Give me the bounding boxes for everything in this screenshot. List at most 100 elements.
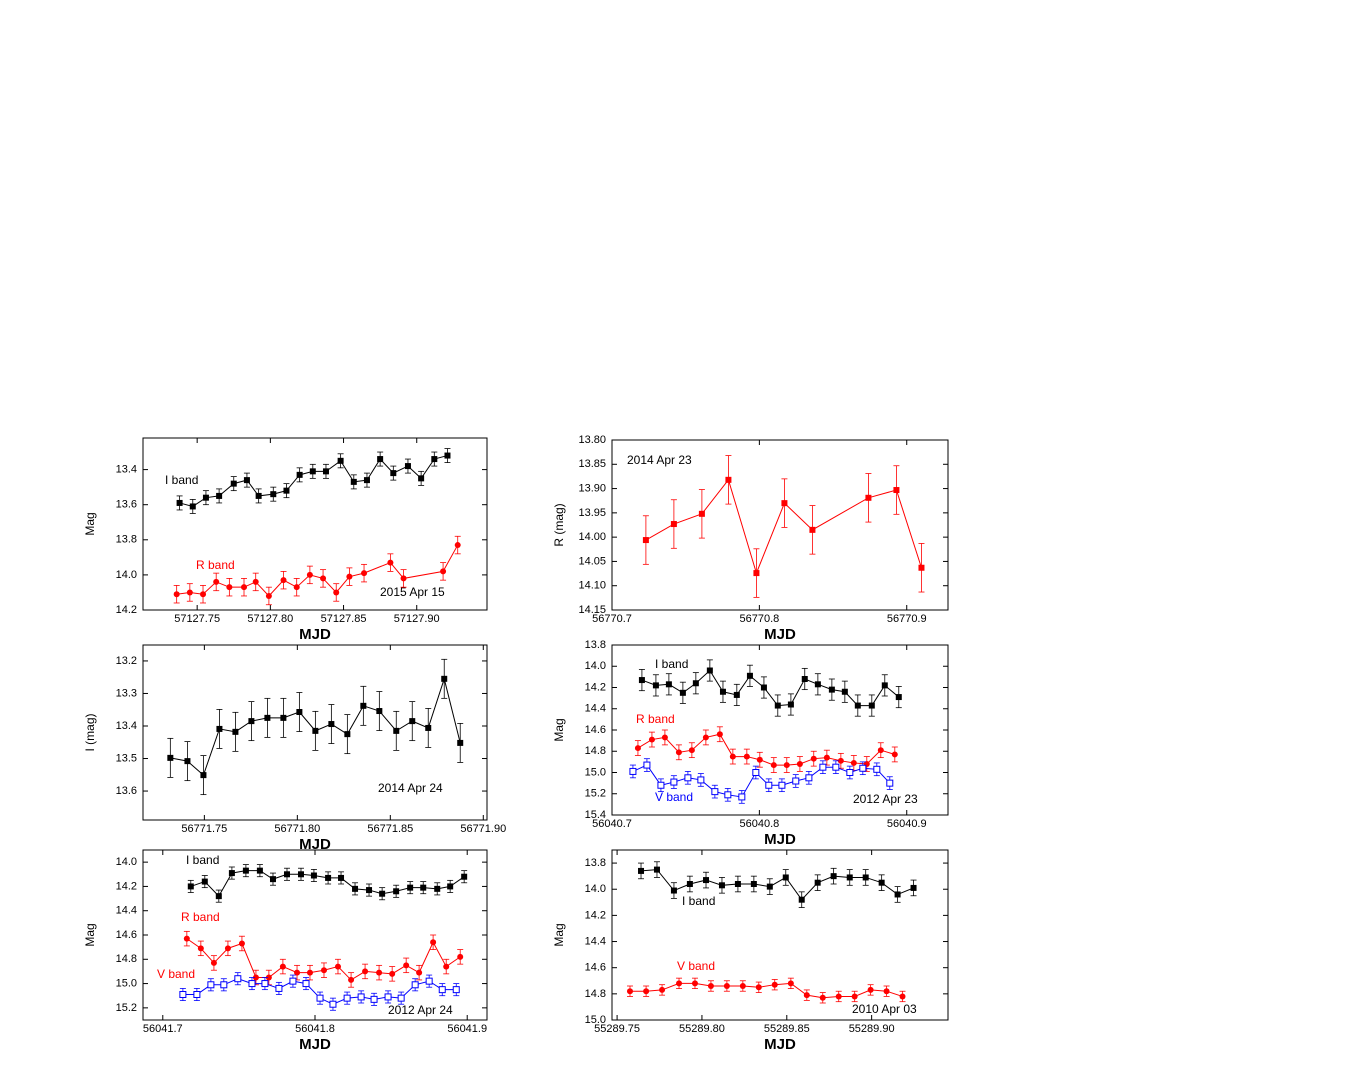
y-tick-label: 14.6: [116, 929, 137, 941]
marker: [444, 452, 451, 459]
marker: [729, 753, 736, 760]
marker: [256, 867, 263, 874]
marker: [320, 575, 327, 582]
marker: [774, 702, 781, 709]
marker: [878, 879, 885, 886]
panel: 57127.75 57127.80 57127.85 57127.90 13.4 13.6…: [83, 437, 488, 643]
marker: [657, 781, 665, 789]
marker: [823, 754, 830, 761]
marker: [867, 986, 874, 993]
marker: [796, 761, 803, 767]
marker: [873, 765, 881, 773]
panel: 55289.75 55289.80 55289.85 55289.90 13.8 14.0…: [552, 849, 949, 1053]
marker: [803, 992, 810, 999]
y-tick-label: 13.2: [116, 655, 137, 667]
x-axis-label: MJD: [764, 831, 796, 848]
marker: [232, 728, 239, 735]
x-axis-label: MJD: [299, 626, 331, 643]
marker: [241, 584, 248, 591]
marker: [360, 702, 367, 709]
marker: [350, 478, 357, 485]
marker: [366, 887, 373, 894]
marker: [643, 761, 651, 769]
marker: [643, 988, 650, 995]
y-tick-label: 14.8: [116, 953, 137, 965]
x-tick-label: 57127.80: [247, 613, 293, 625]
x-axis-label: MJD: [299, 1036, 331, 1053]
marker: [384, 993, 392, 1001]
marker: [679, 689, 686, 696]
x-tick-label: 56041.8: [295, 1023, 335, 1035]
marker: [894, 891, 901, 898]
y-tick-label: 13.3: [116, 687, 137, 699]
marker: [684, 774, 692, 782]
marker: [207, 981, 215, 989]
marker: [670, 521, 677, 528]
marker: [361, 570, 368, 577]
x-axis-label: MJD: [299, 836, 331, 853]
marker: [252, 578, 259, 585]
marker: [376, 708, 383, 715]
marker: [854, 702, 861, 709]
y-axis-label: Mag: [83, 923, 97, 946]
marker: [370, 995, 378, 1003]
marker: [363, 477, 370, 484]
marker: [242, 867, 249, 874]
marker: [756, 756, 763, 763]
y-tick-label: 13.6: [116, 499, 137, 511]
marker: [883, 988, 890, 995]
marker: [719, 688, 726, 695]
marker: [269, 876, 276, 883]
marker: [379, 890, 386, 897]
marker: [739, 983, 746, 989]
marker: [634, 745, 641, 752]
marker: [782, 874, 789, 881]
marker: [409, 718, 416, 725]
marker: [338, 874, 345, 881]
marker: [416, 969, 423, 976]
x-tick-label: 56771.80: [274, 823, 320, 835]
marker: [265, 592, 272, 599]
marker: [346, 573, 353, 580]
marker: [280, 714, 287, 721]
marker: [275, 984, 283, 992]
series-label: I band: [186, 853, 219, 867]
marker: [306, 969, 313, 976]
marker: [746, 672, 753, 679]
y-tick-label: 14.8: [585, 988, 606, 1000]
y-tick-label: 14.10: [578, 580, 606, 592]
marker: [447, 883, 454, 890]
marker: [725, 476, 732, 483]
marker: [670, 887, 677, 894]
y-tick-label: 14.0: [585, 660, 606, 672]
marker: [216, 725, 223, 732]
marker: [280, 577, 287, 584]
marker: [828, 686, 835, 693]
marker: [320, 967, 327, 974]
marker: [265, 974, 272, 981]
marker: [201, 878, 208, 885]
y-tick-label: 15.4: [585, 809, 606, 821]
marker: [819, 763, 827, 771]
marker: [283, 871, 290, 878]
marker: [783, 762, 790, 769]
marker: [220, 981, 228, 989]
marker: [224, 945, 231, 952]
y-tick-label: 14.2: [585, 681, 606, 693]
marker: [750, 881, 757, 887]
marker: [698, 510, 705, 517]
marker: [805, 774, 813, 782]
marker: [200, 591, 207, 598]
marker: [810, 755, 817, 762]
marker: [659, 986, 666, 993]
panel: 56041.7 56041.8 56041.9 14.0 14.2 14.4 14.6 14.…: [83, 849, 488, 1053]
marker: [197, 945, 204, 952]
x-tick-label: 55289.80: [679, 1023, 725, 1035]
marker: [918, 564, 925, 571]
marker: [716, 731, 723, 738]
y-tick-label: 14.15: [578, 604, 606, 616]
marker: [322, 468, 329, 475]
marker: [234, 975, 242, 983]
marker: [243, 477, 250, 484]
marker: [738, 793, 746, 801]
